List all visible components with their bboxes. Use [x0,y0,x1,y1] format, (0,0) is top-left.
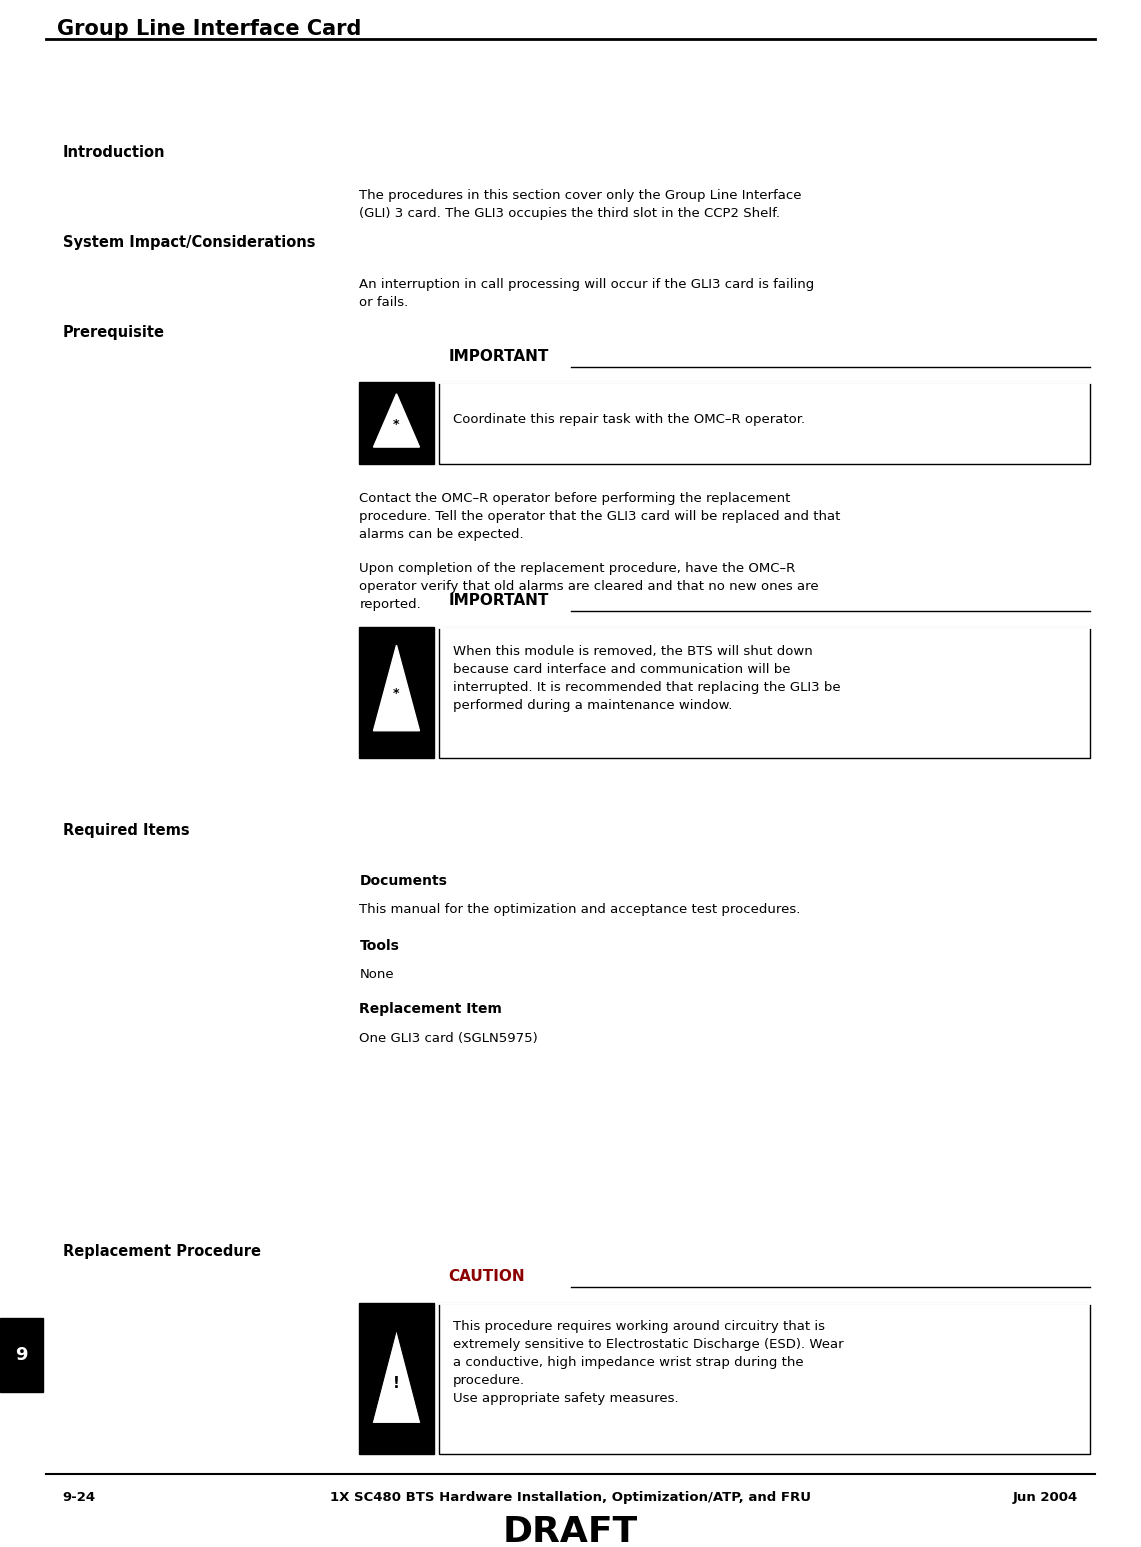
Text: An interruption in call processing will occur if the GLI3 card is failing
or fai: An interruption in call processing will … [359,278,815,309]
Text: Documents: Documents [359,874,447,888]
Text: CAUTION: CAUTION [448,1269,525,1284]
Text: Prerequisite: Prerequisite [63,325,164,340]
Text: Replacement Item: Replacement Item [359,1002,502,1016]
Polygon shape [373,645,420,730]
Text: Required Items: Required Items [63,823,189,838]
FancyBboxPatch shape [0,1318,43,1392]
FancyBboxPatch shape [359,382,434,464]
Text: Introduction: Introduction [63,145,165,161]
Text: IMPORTANT: IMPORTANT [448,593,549,608]
Text: This procedure requires working around circuitry that is
extremely sensitive to : This procedure requires working around c… [453,1320,843,1405]
Text: Upon completion of the replacement procedure, have the OMC–R
operator verify tha: Upon completion of the replacement proce… [359,562,819,611]
Text: When this module is removed, the BTS will shut down
because card interface and c: When this module is removed, the BTS wil… [453,645,841,712]
Text: Replacement Procedure: Replacement Procedure [63,1244,261,1259]
Polygon shape [373,394,420,447]
Text: 9: 9 [16,1346,27,1364]
Text: This manual for the optimization and acceptance test procedures.: This manual for the optimization and acc… [359,903,801,916]
Text: System Impact/Considerations: System Impact/Considerations [63,235,315,251]
Text: !: ! [393,1375,400,1391]
Text: DRAFT: DRAFT [503,1515,638,1547]
FancyBboxPatch shape [439,627,1090,758]
Text: IMPORTANT: IMPORTANT [448,348,549,364]
Text: One GLI3 card (SGLN5975): One GLI3 card (SGLN5975) [359,1032,539,1044]
Text: The procedures in this section cover only the Group Line Interface
(GLI) 3 card.: The procedures in this section cover onl… [359,189,802,220]
FancyBboxPatch shape [439,1303,1090,1454]
Text: Group Line Interface Card: Group Line Interface Card [57,19,362,39]
Text: Tools: Tools [359,939,399,953]
Polygon shape [372,1329,421,1423]
FancyBboxPatch shape [439,382,1090,464]
Text: Jun 2004: Jun 2004 [1013,1491,1078,1504]
Text: None: None [359,968,394,981]
Text: Contact the OMC–R operator before performing the replacement
procedure. Tell the: Contact the OMC–R operator before perfor… [359,492,841,541]
Text: *: * [394,418,399,430]
FancyBboxPatch shape [359,1303,434,1454]
Text: *: * [394,687,399,701]
Text: Coordinate this repair task with the OMC–R operator.: Coordinate this repair task with the OMC… [453,413,806,425]
Text: 1X SC480 BTS Hardware Installation, Optimization/ATP, and FRU: 1X SC480 BTS Hardware Installation, Opti… [330,1491,811,1504]
Text: 9-24: 9-24 [63,1491,96,1504]
FancyBboxPatch shape [359,627,434,758]
